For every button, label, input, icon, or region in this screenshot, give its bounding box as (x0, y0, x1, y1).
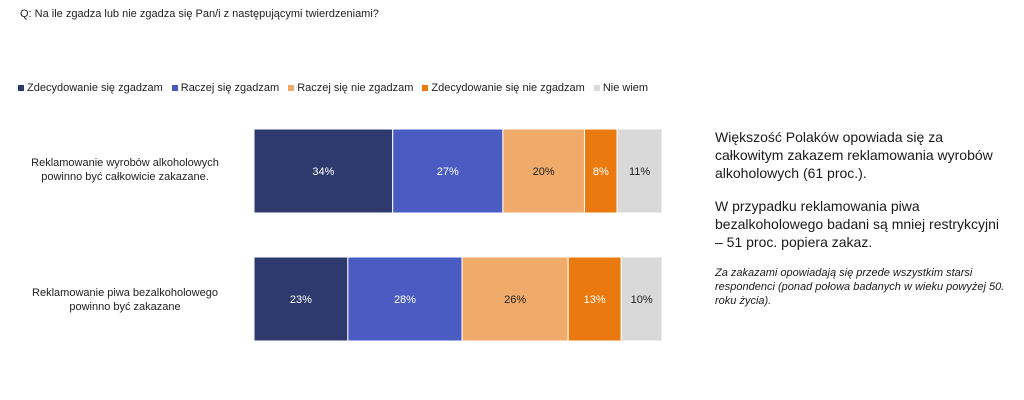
bar-segment (583, 128, 618, 214)
legend-label: Raczej się zgadzam (180, 82, 280, 94)
legend-item: Raczej się zgadzam (171, 82, 280, 94)
row-label-line: Reklamowanie wyrobów alkoholowych (31, 157, 219, 169)
row-label-nonalcoholic-beer-ads: Reklamowanie piwa bezalkoholowego powinn… (0, 286, 250, 314)
summary-panel: Większość Polaków opowiada się za całkow… (715, 128, 1010, 308)
bar-segment (616, 128, 663, 214)
row-label-line: powinno być całkowicie zakazane. (41, 171, 209, 183)
bar-segment (567, 256, 622, 342)
bar-segment (461, 256, 569, 342)
row-label-line: Reklamowanie piwa bezalkoholowego (32, 287, 218, 299)
summary-note: Za zakazami opowiadają się przede wszyst… (715, 267, 1005, 307)
summary-paragraph-2: W przypadku reklamowania piwa bezalkohol… (715, 198, 1000, 250)
legend-label: Raczej się nie zgadzam (297, 82, 414, 94)
bar-data-label: 10% (631, 294, 653, 306)
summary-paragraph-1: Większość Polaków opowiada się za całkow… (715, 129, 993, 181)
bar-data-label: 28% (394, 294, 416, 306)
bar-segment (620, 256, 663, 342)
row-label-alcohol-ads: Reklamowanie wyrobów alkoholowych powinn… (0, 156, 250, 184)
legend-swatch (171, 85, 178, 91)
legend-item: Nie wiem (593, 82, 649, 94)
row-label-line: powinno być zakazane (69, 301, 181, 313)
bar-data-label: 26% (504, 294, 526, 306)
legend-item: Zdecydowanie się nie zgadzam (422, 82, 585, 94)
legend-label: Nie wiem (602, 82, 649, 94)
question-text: Q: Na ile zgadza lub nie zgadza się Pan/… (20, 8, 379, 20)
bar-segment (502, 128, 585, 214)
legend-item: Zdecydowanie się zgadzam (18, 82, 163, 94)
bar-segment (347, 256, 463, 342)
bar-data-label: 34% (312, 166, 334, 178)
legend-swatch (593, 85, 600, 91)
bar-data-label: 27% (437, 166, 459, 178)
legend-label: Zdecydowanie się zgadzam (27, 82, 163, 94)
bar-segment (253, 256, 349, 342)
bar-data-label: 13% (584, 294, 606, 306)
bar-data-label: 8% (593, 166, 609, 178)
legend-label: Zdecydowanie się nie zgadzam (431, 82, 585, 94)
legend-swatch (18, 85, 24, 91)
bar-data-label: 20% (533, 166, 555, 178)
bar-segment (392, 128, 504, 214)
legend-swatch (422, 85, 429, 91)
chart-legend: Zdecydowanie się zgadzam Raczej się zgad… (18, 82, 657, 94)
legend-swatch (288, 85, 295, 91)
legend-item: Raczej się nie zgadzam (288, 82, 413, 94)
bar-data-label: 11% (629, 166, 650, 178)
bar-data-label: 23% (290, 294, 312, 306)
